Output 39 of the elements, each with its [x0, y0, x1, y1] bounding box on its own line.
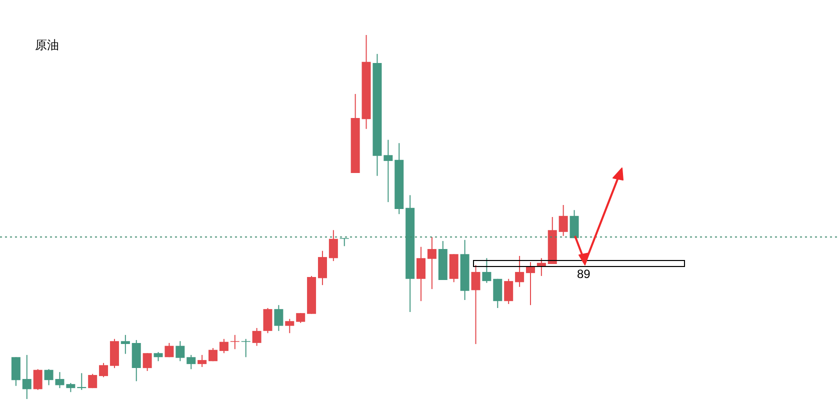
candlestick: [416, 246, 426, 302]
candlestick: [504, 278, 514, 304]
candlestick: [198, 354, 207, 368]
candlestick: [328, 230, 338, 262]
candlestick: [558, 204, 568, 236]
candlestick: [274, 304, 284, 332]
candlestick: [526, 262, 535, 306]
candlestick: [88, 373, 98, 389]
candlestick: [176, 340, 185, 362]
candlestick: [33, 368, 42, 390]
candlestick: [154, 352, 163, 362]
candlestick: [120, 334, 130, 354]
candlestick: [515, 255, 524, 288]
candlestick: [99, 362, 108, 378]
candlestick: [384, 139, 393, 203]
candlestick: [570, 210, 579, 239]
candlestick: [142, 352, 152, 372]
candlestick: [536, 258, 546, 276]
candlestick: [241, 338, 250, 358]
candlestick: [11, 356, 20, 386]
candlestick: [471, 264, 480, 345]
annotation: 89: [577, 267, 590, 281]
chart-title: 原油: [35, 37, 59, 54]
candlestick: [219, 338, 228, 354]
candlestick: [77, 372, 86, 390]
candlestick: [66, 382, 76, 393]
candlestick: [186, 354, 196, 370]
candlestick: [285, 318, 294, 334]
candlestick: [493, 278, 502, 308]
candlestick: [252, 328, 262, 346]
candlestick: [208, 348, 218, 362]
candlestick: [318, 250, 327, 286]
candlestick: [22, 354, 32, 400]
candlestick: [296, 312, 306, 324]
candlestick: [482, 258, 492, 284]
candlestick: [263, 308, 272, 334]
candlestick: [164, 342, 174, 358]
candlestick: [427, 236, 436, 290]
candlestick: [230, 334, 240, 350]
